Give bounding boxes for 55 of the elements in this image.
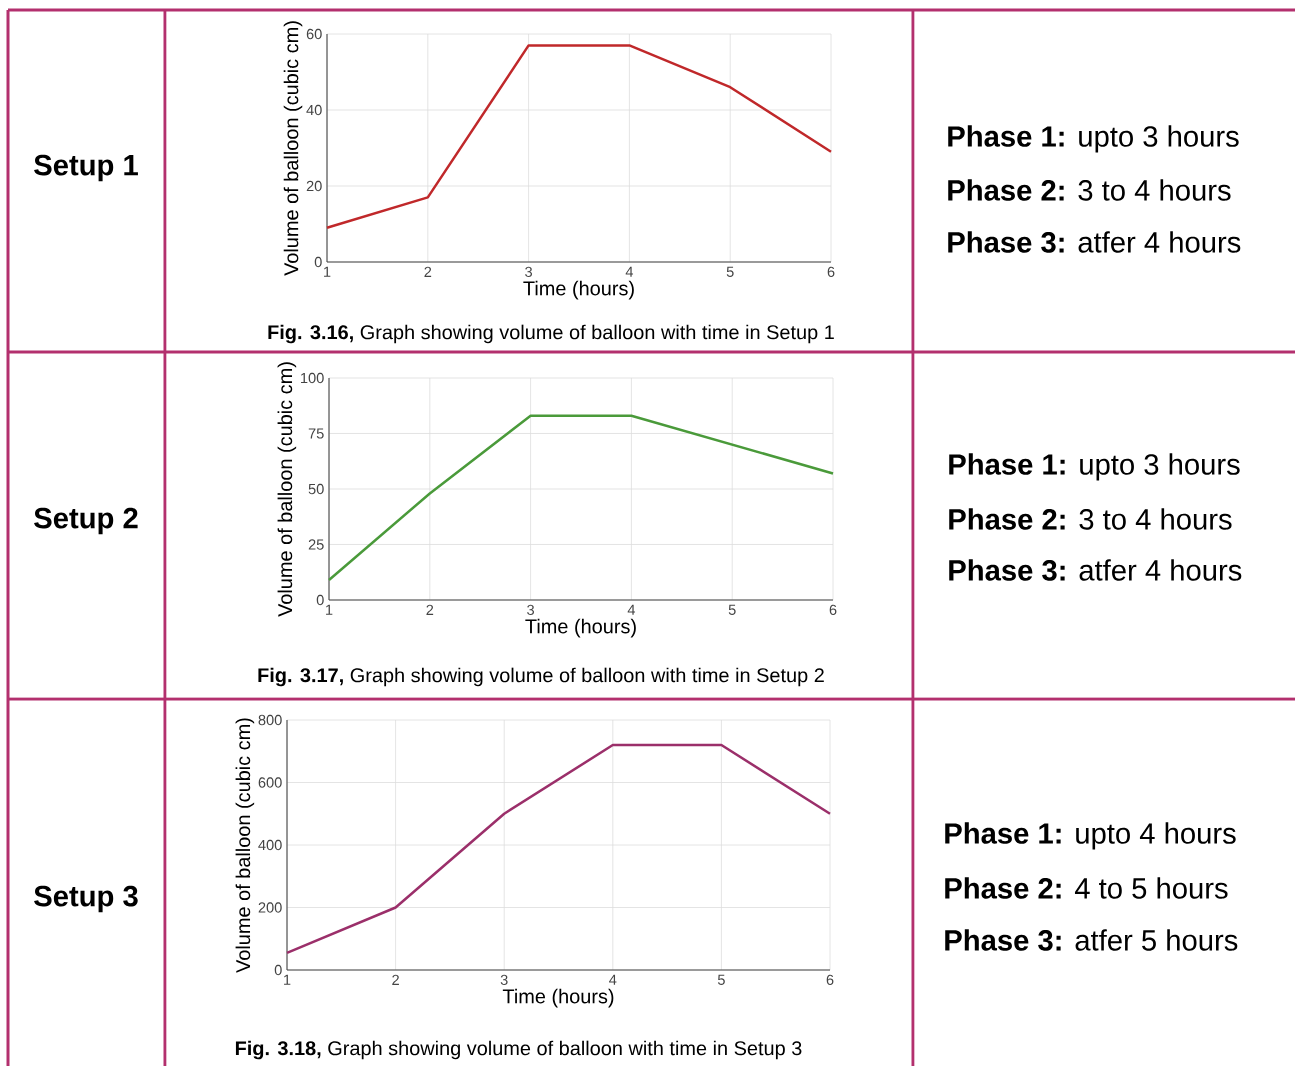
line-series [325,44,833,230]
x-axis-title: Time (hours) [502,988,614,1008]
x-tick-label: 5 [717,974,725,985]
text: Setup 1 [34,154,138,182]
x-tick-label: 2 [426,604,434,615]
text: Phase 2: 4 to 5 hours [945,877,1228,899]
y-tick-label: 50 [308,483,324,495]
text: Fig. 3.17, Graph showing volume of balloon with time in Setup 2 [258,667,824,687]
y-tick-label: 20 [306,180,322,192]
x-tick-label: 5 [728,604,736,615]
x-tick-label: 4 [609,974,617,985]
text: Fig. 3.16, Graph showing volume of balloon with time in Setup 1 [268,324,834,344]
y-tick-label: 200 [258,902,282,913]
text: Phase 1: upto 4 hours [945,822,1236,850]
x-tick-label: 2 [424,266,432,277]
x-tick-label: 6 [829,604,837,616]
text: Phase 3: atfer 4 hours [949,559,1242,581]
y-axis-title: Volume of balloon (cubic cm) [283,21,303,276]
x-axis-title: Time (hours) [523,280,634,300]
y-tick-label: 0 [274,964,282,976]
x-tick-label: 6 [827,266,835,278]
text: Setup 3 [34,885,138,913]
x-tick-label: 3 [527,604,535,616]
text: Phase 3: atfer 4 hours [948,231,1241,253]
text: Setup 2 [34,507,138,535]
text: Fig. 3.18, Graph showing volume of balloon with time in Setup 3 [235,1040,802,1060]
text: Phase 2: 3 to 4 hours [949,508,1232,530]
text: Phase 2: 3 to 4 hours [948,179,1231,201]
x-tick-label: 5 [726,266,734,277]
x-axis-title: Time (hours) [525,618,636,638]
y-tick-label: 25 [308,539,324,550]
x-tick-label: 1 [284,974,291,985]
text: Phase 3: atfer 5 hours [945,929,1238,951]
x-tick-label: 1 [324,266,331,277]
y-tick-label: 75 [308,428,324,439]
line-series [285,743,832,955]
y-tick-label: 100 [301,372,324,384]
x-tick-label: 4 [625,266,634,277]
y-tick-label: 0 [314,256,322,268]
x-tick-label: 1 [326,604,333,615]
x-tick-label: 2 [392,974,399,985]
y-axis-title: Volume of balloon (cubic cm) [277,362,297,617]
x-tick-label: 4 [627,604,636,615]
text: Phase 1: upto 3 hours [948,125,1239,153]
x-tick-label: 3 [500,974,508,986]
y-tick-label: 400 [258,839,282,851]
y-tick-label: 800 [258,714,282,726]
y-tick-label: 40 [306,104,322,116]
y-tick-label: 0 [316,594,324,606]
y-tick-label: 60 [306,28,322,40]
x-tick-label: 6 [826,974,834,986]
text: Phase 1: upto 3 hours [949,453,1240,481]
y-tick-label: 600 [258,777,282,788]
x-tick-label: 3 [525,266,533,278]
y-axis-title: Volume of balloon (cubic cm) [235,718,255,973]
